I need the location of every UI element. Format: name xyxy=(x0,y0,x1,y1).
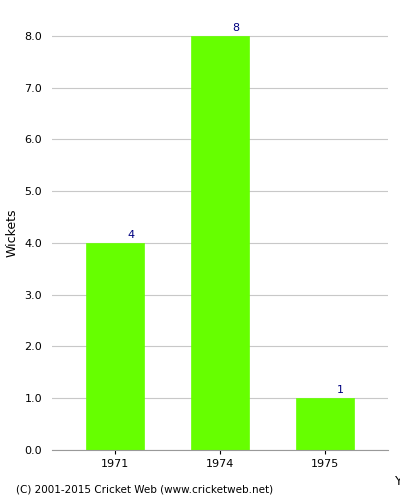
Text: 4: 4 xyxy=(127,230,134,240)
Bar xyxy=(86,243,144,450)
Y-axis label: Wickets: Wickets xyxy=(6,208,19,257)
Bar xyxy=(296,398,354,450)
Bar xyxy=(191,36,249,450)
Text: 1: 1 xyxy=(337,385,344,395)
Text: Year: Year xyxy=(395,475,400,488)
Text: (C) 2001-2015 Cricket Web (www.cricketweb.net): (C) 2001-2015 Cricket Web (www.cricketwe… xyxy=(16,484,273,494)
Text: 8: 8 xyxy=(232,22,239,32)
